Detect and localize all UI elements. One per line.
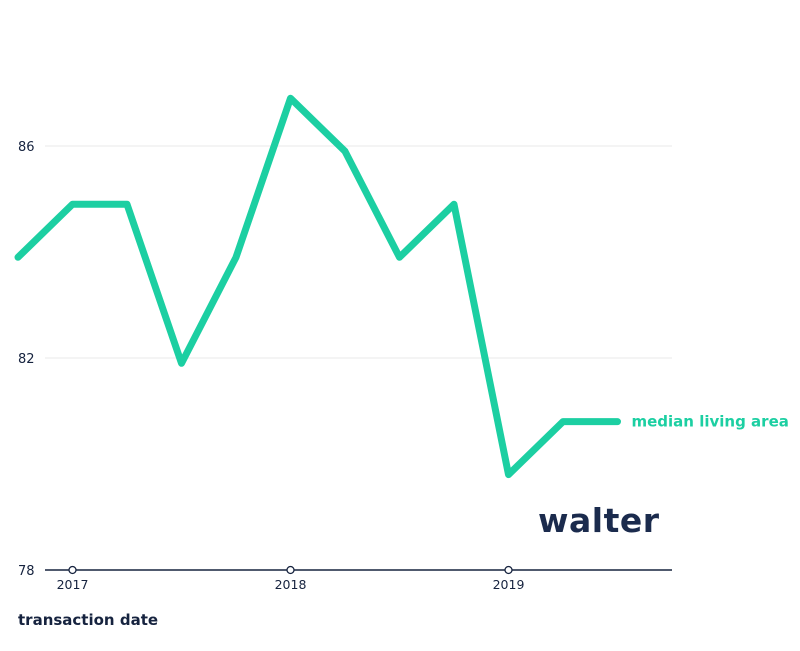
walter-logo: walter	[538, 501, 660, 540]
x-tick-marker	[286, 565, 295, 575]
series-label: median living area	[632, 413, 789, 431]
y-tick-label: 86	[18, 140, 35, 155]
x-tick-label: 2019	[493, 577, 525, 592]
x-tick-label: 2018	[275, 577, 307, 592]
x-tick-label: 2017	[57, 577, 89, 592]
x-axis-title: transaction date	[18, 611, 159, 629]
data-line-median-living-area	[14, 94, 621, 479]
y-tick-label: 78	[18, 564, 35, 579]
x-tick-marker	[68, 565, 77, 575]
y-tick-label: 82	[18, 352, 35, 367]
x-tick-marker	[504, 565, 513, 575]
